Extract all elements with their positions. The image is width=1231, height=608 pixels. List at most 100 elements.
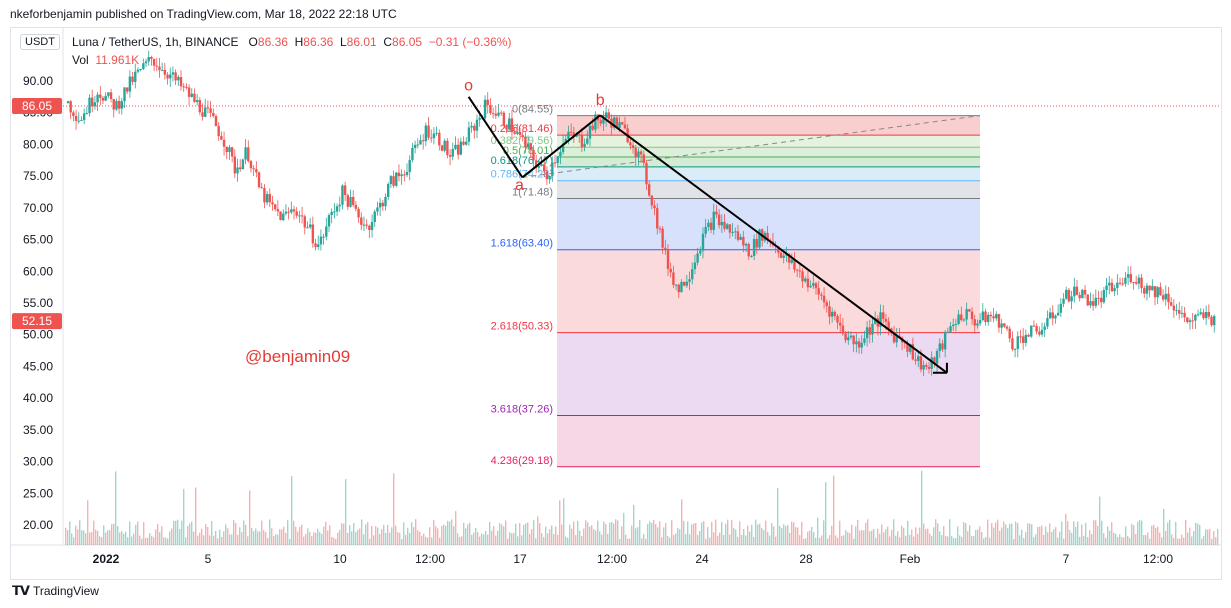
- candle-body: [155, 65, 158, 67]
- volume-bar: [847, 532, 849, 545]
- y-tick-label: 50.00: [23, 328, 53, 342]
- candle-body: [1137, 277, 1141, 284]
- volume-bar: [73, 537, 75, 545]
- volume-bar: [355, 532, 357, 545]
- volume-bar: [897, 531, 899, 545]
- currency-button[interactable]: USDT: [20, 34, 60, 50]
- fib-zone: [557, 135, 980, 148]
- volume-bar: [397, 532, 399, 545]
- y-tick-label: 80.00: [23, 137, 53, 151]
- candle-body: [833, 311, 837, 316]
- volume-bar: [465, 528, 467, 545]
- volume-bar: [723, 534, 725, 545]
- candle-body: [370, 222, 374, 230]
- volume-bar: [491, 530, 493, 545]
- candle-body: [209, 108, 212, 113]
- volume-bar: [443, 524, 445, 545]
- candle-body: [287, 211, 290, 213]
- volume-bar: [253, 531, 255, 545]
- candle-body: [333, 211, 336, 213]
- volume-bar: [825, 482, 827, 545]
- volume-bar: [937, 523, 939, 545]
- candle-body: [230, 147, 234, 157]
- candle-body: [699, 250, 702, 254]
- candle-body: [513, 132, 516, 134]
- volume-bar: [1143, 535, 1145, 545]
- volume-bar: [217, 538, 219, 545]
- candle-body: [346, 195, 350, 207]
- volume-bar: [179, 529, 181, 545]
- candle-body: [1178, 310, 1181, 314]
- chart-panel[interactable]: [10, 27, 1222, 580]
- volume-bar: [439, 537, 441, 545]
- volume-bar: [515, 523, 517, 545]
- volume-bar: [229, 534, 231, 545]
- candle-body: [766, 232, 769, 241]
- candle-body: [1156, 287, 1159, 298]
- volume-bar: [273, 535, 275, 545]
- volume-bar: [1103, 533, 1105, 545]
- candle-body: [284, 211, 288, 214]
- volume-bar: [973, 536, 975, 545]
- candle-body: [529, 143, 532, 150]
- candle-body: [647, 184, 651, 196]
- volume-bar: [1021, 529, 1023, 545]
- volume-bar: [673, 534, 675, 545]
- volume-bar: [287, 519, 289, 545]
- volume-bar: [949, 519, 951, 545]
- fib-level-label: 0.5(78.01): [503, 145, 553, 157]
- volume-bar: [299, 527, 301, 545]
- volume-bar: [689, 534, 691, 545]
- candle-body: [785, 254, 788, 256]
- volume-bar: [99, 536, 101, 545]
- candle-body: [1073, 286, 1076, 297]
- fib-level-label: 0.236(81.46): [491, 123, 553, 135]
- candle-body: [225, 146, 228, 153]
- volume-bar: [877, 528, 879, 545]
- volume-bar: [839, 520, 841, 545]
- volume-bar: [693, 523, 695, 545]
- candle-body: [1030, 325, 1033, 337]
- volume-bar: [567, 537, 569, 545]
- candle-body: [1102, 290, 1106, 303]
- volume-bar: [781, 528, 783, 545]
- volume-bar: [1215, 537, 1217, 545]
- x-tick-label: 24: [695, 552, 709, 566]
- candle-body: [1118, 282, 1122, 284]
- volume-bar: [929, 533, 931, 545]
- volume-bar: [967, 531, 969, 545]
- volume-bar: [469, 522, 471, 545]
- volume-value: 11.961K: [95, 53, 140, 67]
- volume-bar: [961, 536, 963, 545]
- trend-line: [522, 115, 981, 178]
- volume-bar: [1189, 527, 1191, 545]
- candle-body: [152, 58, 156, 66]
- symbol-title[interactable]: Luna / TetherUS, 1h, BINANCE: [72, 35, 239, 49]
- volume-bar: [1185, 519, 1187, 545]
- candle-body: [612, 117, 616, 128]
- candle-body: [1116, 282, 1119, 289]
- volume-bar: [371, 525, 373, 545]
- candle-body: [239, 167, 242, 170]
- volume-bar: [737, 536, 739, 545]
- candle-body: [551, 162, 554, 176]
- volume-bar: [629, 538, 631, 545]
- volume-bar: [137, 521, 139, 545]
- volume-bar: [315, 532, 317, 545]
- price-label: 86.05: [22, 99, 52, 113]
- volume-bar: [997, 519, 999, 545]
- volume-bar: [805, 538, 807, 545]
- footer[interactable]: 𝗧𝗩 TradingView: [12, 583, 99, 599]
- volume-bar: [133, 533, 135, 545]
- volume-bar: [1123, 537, 1125, 545]
- candle-body: [795, 269, 799, 271]
- candle-body: [925, 365, 928, 367]
- volume-bar: [909, 534, 911, 545]
- candle-body: [1110, 282, 1114, 292]
- volume-bar: [181, 520, 183, 545]
- volume-bar: [203, 535, 205, 545]
- volume-bar: [1007, 528, 1009, 545]
- volume-bar: [485, 530, 487, 545]
- volume-bar: [557, 534, 559, 545]
